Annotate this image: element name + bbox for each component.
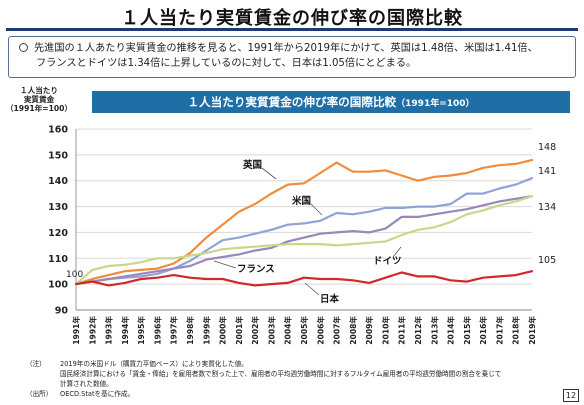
x-tick-label: 2019年 xyxy=(527,316,537,345)
page-number: 12 xyxy=(563,389,579,402)
y-tick-label: 140 xyxy=(48,176,68,187)
x-tick-label: 2015年 xyxy=(462,316,472,345)
y-tick-label: 90 xyxy=(55,306,69,317)
y-tick-label: 150 xyxy=(48,150,68,161)
summary-line-1: 先進国の１人あたり実質賃金の推移を見ると、1991年から2019年にかけて、英国… xyxy=(34,43,538,54)
x-tick-label: 2008年 xyxy=(348,316,358,345)
x-tick-label: 2013年 xyxy=(429,316,439,345)
x-tick-label: 2014年 xyxy=(446,316,456,345)
y-tick-label: 120 xyxy=(48,228,68,239)
x-tick-label: 2007年 xyxy=(332,316,342,345)
y-tick-label: 110 xyxy=(48,254,68,265)
x-tick-label: 2010年 xyxy=(380,316,390,345)
x-tick-label: 2002年 xyxy=(250,316,260,345)
x-tick-label: 2017年 xyxy=(494,316,504,345)
footnotes: （注） 2019年の米国ドル（購買力平価ベース）により実質化した値。国民経済計算に… xyxy=(26,359,566,399)
series-name-label: 英国 xyxy=(243,159,262,171)
footnote-row: （出所） OECD.Statを基に作成。 xyxy=(26,389,566,399)
series-leader-line xyxy=(392,246,402,258)
x-tick-label: 2009年 xyxy=(364,316,374,345)
footnote-text: 2019年の米国ドル（購買力平価ベース）により実質化した値。 xyxy=(60,360,248,368)
footnote-key: （出所） xyxy=(26,390,53,398)
series-end-label: 134 xyxy=(538,202,556,213)
x-tick-label: 2016年 xyxy=(478,316,488,345)
footnote-row: （注） 2019年の米国ドル（購買力平価ベース）により実質化した値。 xyxy=(26,359,566,369)
x-tick-label: 2000年 xyxy=(218,316,228,345)
series-name-label: 米国 xyxy=(291,195,311,207)
footnote-text: 計算された数値。 xyxy=(60,380,113,388)
series-name-label: フランス xyxy=(237,264,275,275)
series-line xyxy=(74,195,534,286)
series-leader-line xyxy=(310,203,323,216)
series-leader-line xyxy=(304,282,320,296)
series-line xyxy=(74,270,534,287)
y-tick-label: 160 xyxy=(48,125,68,136)
x-tick-label: 1996年 xyxy=(152,316,162,345)
x-tick-label: 2003年 xyxy=(266,316,276,345)
series-line xyxy=(74,158,534,286)
footnote-key: （注） xyxy=(26,360,46,368)
x-tick-label: 1993年 xyxy=(104,316,114,345)
series-leader-line xyxy=(213,260,237,269)
summary-line-2: フランスとドイツは1.34倍に上昇しているのに対して、日本は1.05倍にとどまる… xyxy=(36,58,417,69)
y-axis-title-line: （1991年=100） xyxy=(5,104,73,113)
x-tick-label: 1991年 xyxy=(71,316,81,345)
page-title: １人当たり実質賃金の伸び率の国際比較 xyxy=(121,8,463,29)
x-tick-label: 2018年 xyxy=(511,316,521,345)
y-tick-label: 100 xyxy=(48,280,68,291)
x-tick-label: 2006年 xyxy=(315,316,325,345)
series-end-label: 141 xyxy=(538,166,556,177)
series-end-label: 148 xyxy=(538,142,556,153)
start-value-label: 100 xyxy=(66,270,83,280)
x-tick-label: 2004年 xyxy=(283,316,293,345)
y-axis-title-line: 実質賃金 xyxy=(23,95,55,104)
x-tick-label: 2011年 xyxy=(397,316,407,345)
footnote-text: OECD.Statを基に作成。 xyxy=(60,390,135,398)
x-tick-label: 1995年 xyxy=(136,316,146,345)
chart-banner: １人当たり実質賃金の伸び率の国際比較（1991年=100） xyxy=(92,91,570,113)
series-name-label: ドイツ xyxy=(373,256,402,267)
y-axis-title-line: １人当たり xyxy=(20,86,58,95)
title-rule xyxy=(6,28,578,31)
footnote-row: 計算された数値。 xyxy=(26,379,566,389)
x-tick-label: 1999年 xyxy=(201,316,211,345)
x-tick-label: 1997年 xyxy=(169,316,179,345)
footnote-key xyxy=(26,379,60,389)
x-tick-label: 1994年 xyxy=(120,316,130,345)
x-tick-label: 1992年 xyxy=(87,316,97,345)
footnote-text: 国民経済計算における「賃金・俸給」を雇用者数で割った上で、雇用者の平均週労働時間… xyxy=(60,370,502,378)
circle-bullet-icon xyxy=(19,43,28,52)
footnote-key xyxy=(26,369,60,379)
series-leader-line xyxy=(261,167,277,180)
y-axis-title: １人当たり 実質賃金 （1991年=100） xyxy=(4,86,74,113)
x-tick-label: 1998年 xyxy=(185,316,195,345)
series-name-label: 日本 xyxy=(320,293,340,305)
chart-banner-note: （1991年=100） xyxy=(396,99,475,109)
x-tick-label: 2005年 xyxy=(299,316,309,345)
footnote-row: 国民経済計算における「賃金・俸給」を雇用者数で割った上で、雇用者の平均週労働時間… xyxy=(26,369,566,379)
y-tick-label: 130 xyxy=(48,202,68,213)
series-end-label: 105 xyxy=(538,255,556,266)
series-line xyxy=(74,195,534,286)
series-line xyxy=(74,177,534,286)
x-tick-label: 2001年 xyxy=(234,316,244,345)
chart-banner-title: １人当たり実質賃金の伸び率の国際比較 xyxy=(187,95,397,109)
x-tick-label: 2012年 xyxy=(413,316,423,345)
summary-box: 先進国の１人あたり実質賃金の推移を見ると、1991年から2019年にかけて、英国… xyxy=(8,36,576,78)
